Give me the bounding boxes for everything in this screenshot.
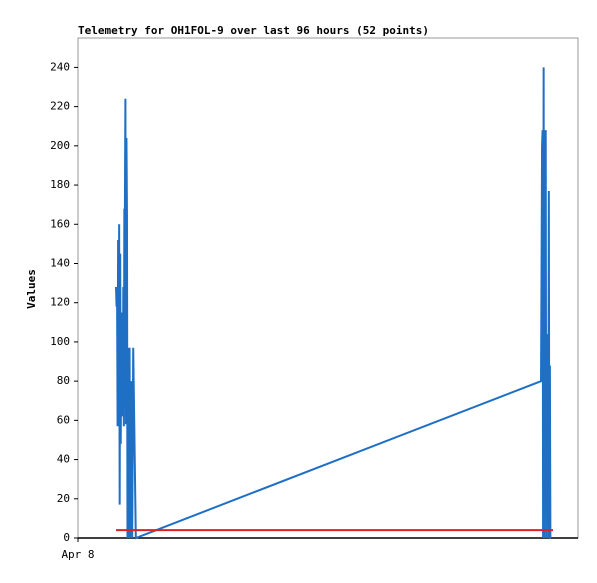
x-tick-label: Apr 8 [61,548,94,561]
y-tick-label: 120 [50,296,70,309]
chart-title: Telemetry for OH1FOL-9 over last 96 hour… [78,24,429,37]
y-tick-label: 200 [50,139,70,152]
series-line [115,67,552,540]
y-tick-label: 0 [63,531,70,544]
y-tick-label: 80 [57,374,70,387]
y-tick-label: 20 [57,492,70,505]
y-tick-label: 180 [50,178,70,191]
y-tick-label: 240 [50,60,70,73]
y-tick-label: 220 [50,100,70,113]
y-axis-label: Values [25,269,38,309]
y-tick-label: 140 [50,256,70,269]
y-tick-label: 100 [50,335,70,348]
y-tick-label: 160 [50,217,70,230]
y-tick-label: 40 [57,453,70,466]
y-tick-label: 60 [57,413,70,426]
